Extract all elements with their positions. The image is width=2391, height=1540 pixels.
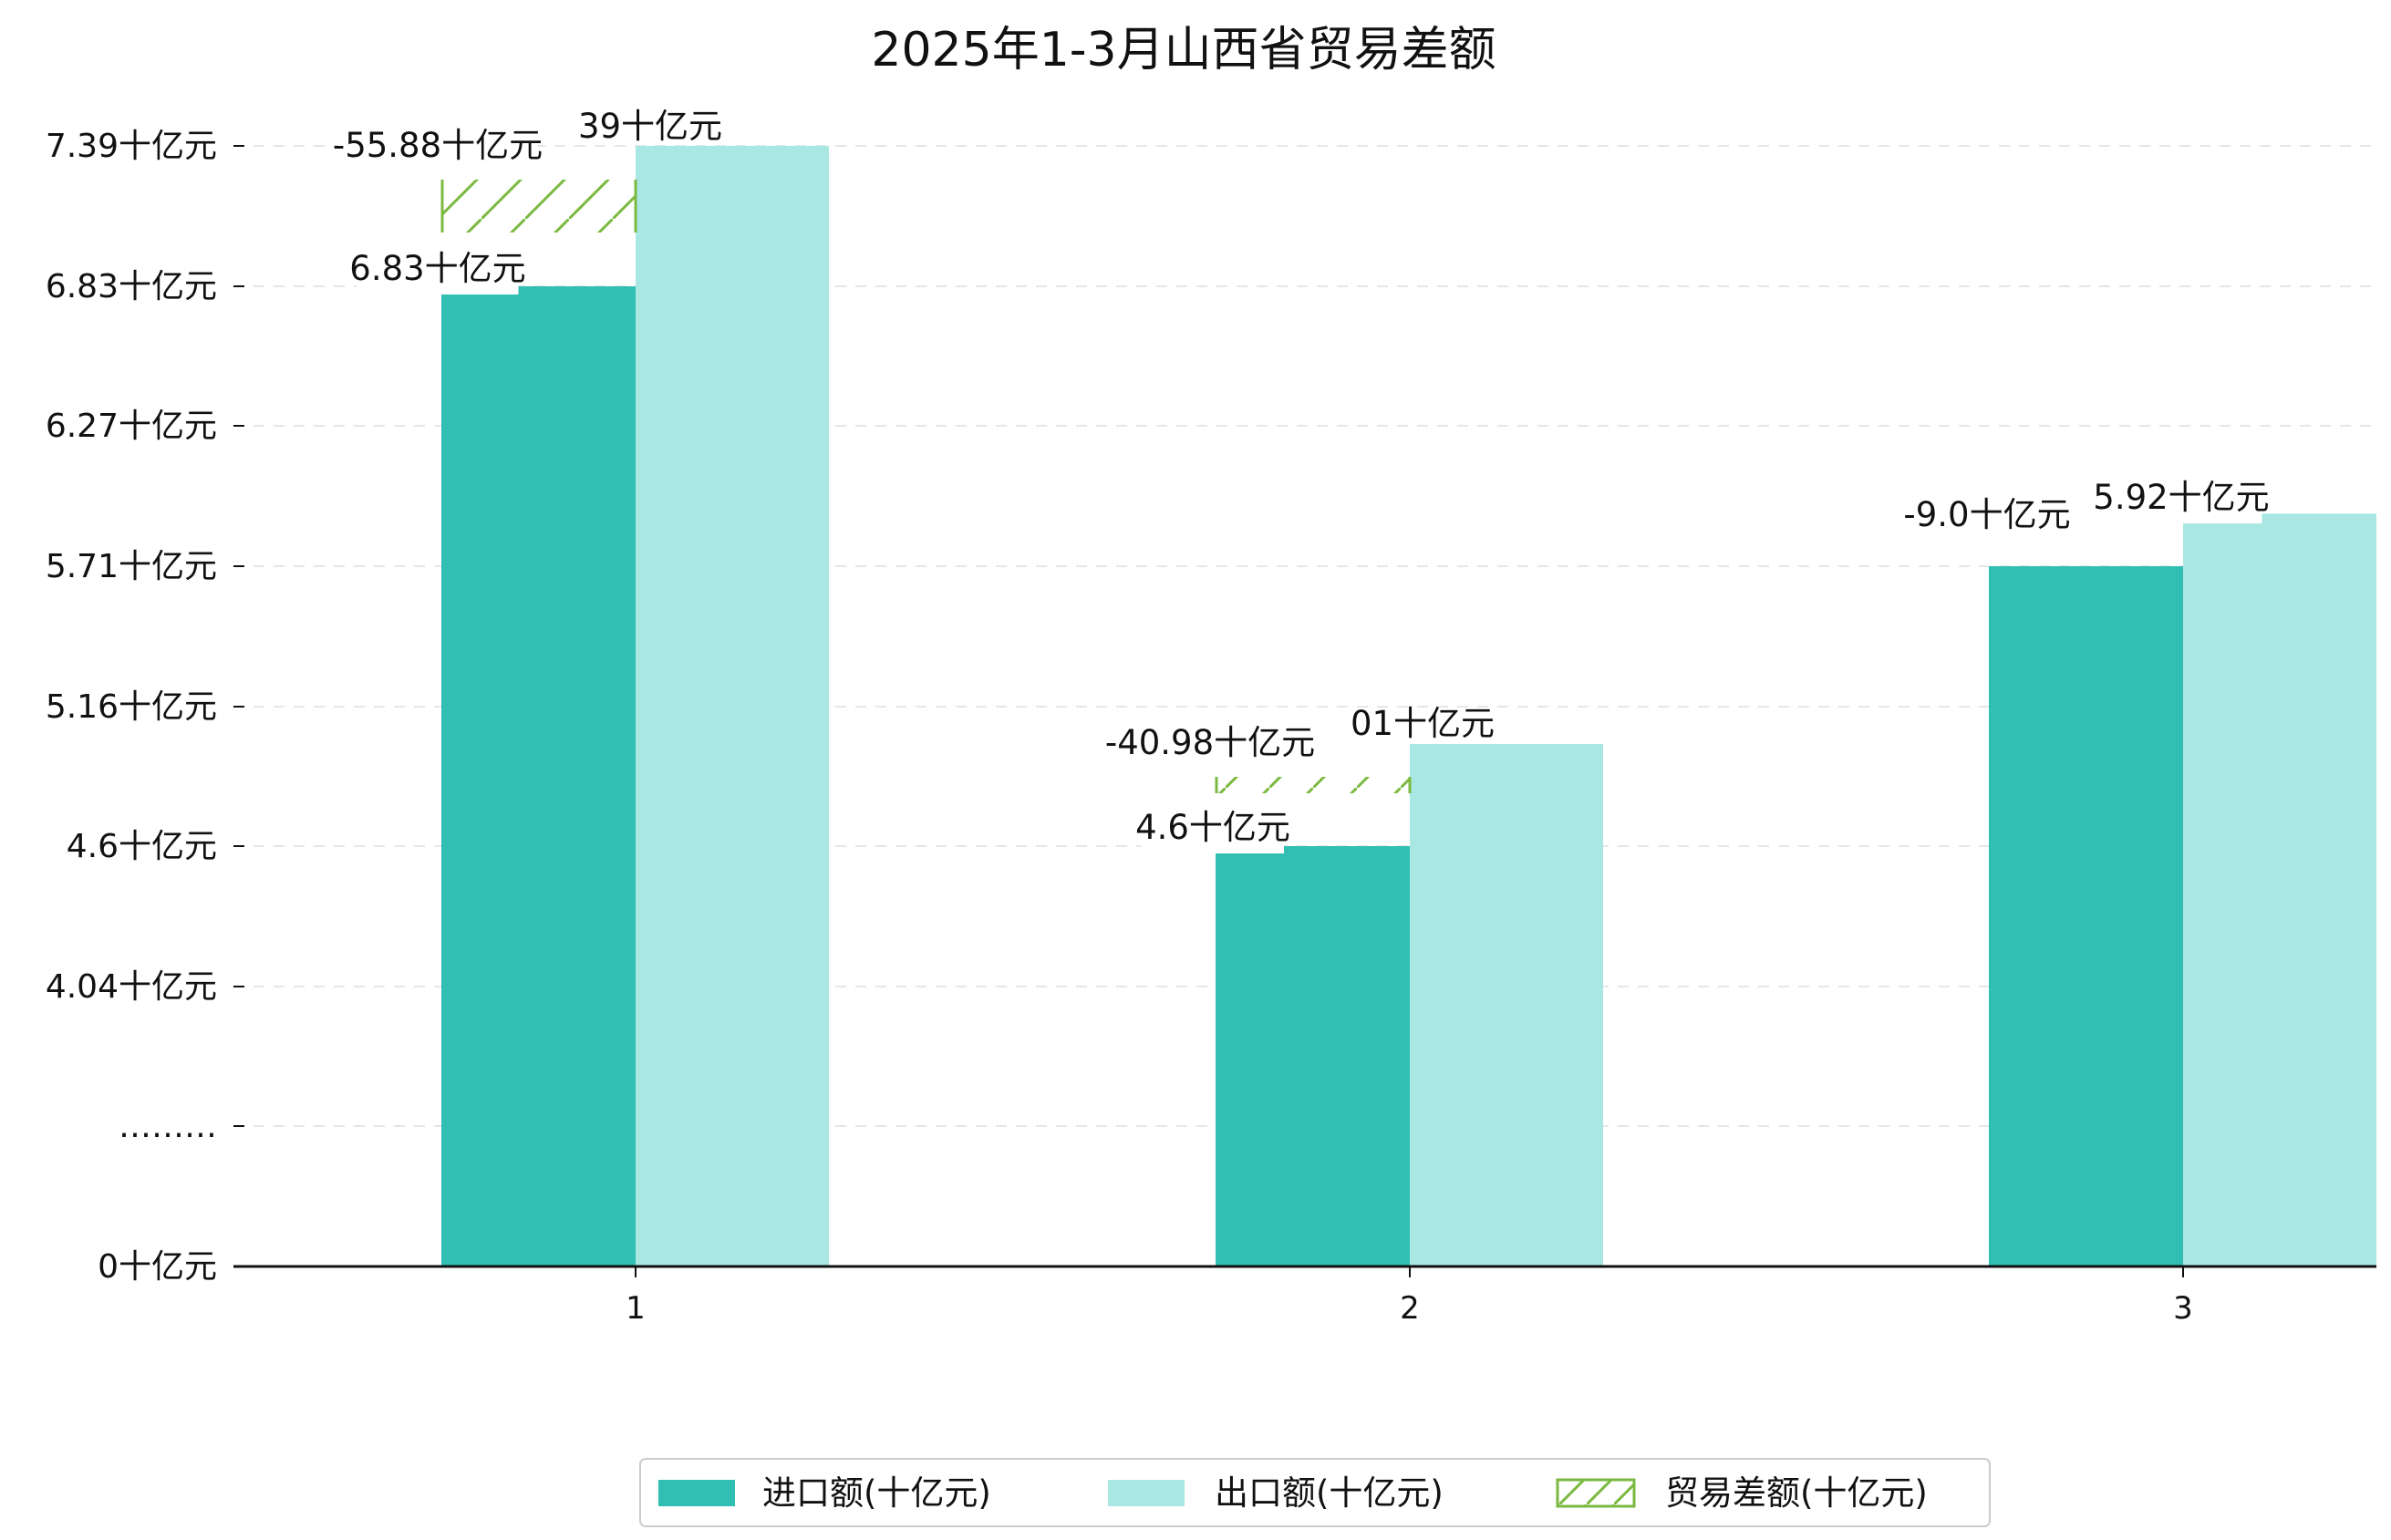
label-import-box: [1906, 493, 2068, 541]
data-labels: 39十亿元 01十亿元 5.92十亿元 -55.88十亿元 -40.98十亿元 6.83十…: [333, 107, 2270, 853]
y-tick-label: 4.6十亿元: [67, 828, 217, 865]
label-import-box: [357, 247, 519, 295]
y-tick-label: 6.27十亿元: [46, 408, 217, 445]
bar-import: [1216, 846, 1410, 1266]
y-tick-label: 5.71十亿元: [46, 548, 217, 585]
x-axis: 1 2 3: [233, 1265, 2376, 1327]
y-tick-label: 5.16十亿元: [46, 688, 217, 726]
legend-swatch-import: [658, 1480, 735, 1506]
y-tick-label: 0十亿元: [98, 1248, 217, 1286]
label-import: -9.0十亿元: [1903, 495, 2070, 534]
label-balance-box: [337, 124, 538, 171]
label-balance: -40.98十亿元: [1105, 723, 1315, 762]
y-axis: 0十亿元 ……… 4.04十亿元 4.6十亿元 5.16十亿元 5.71十亿元 6.27十亿…: [46, 128, 244, 1286]
x-tick-label: 1: [626, 1290, 646, 1327]
label-balance: -55.88十亿元: [333, 126, 543, 165]
x-tick-label: 2: [1400, 1290, 1420, 1327]
bar-export: [1410, 743, 1603, 1266]
label-export-box: [2100, 476, 2262, 523]
legend-label-import: 进口额(十亿元): [762, 1473, 991, 1513]
legend-swatch-export: [1108, 1480, 1185, 1506]
x-tick-label: 3: [2173, 1290, 2193, 1327]
label-export: 5.92十亿元: [2093, 478, 2269, 517]
legend-label-export: 出口额(十亿元): [1215, 1473, 1444, 1513]
label-export: 01十亿元: [1351, 704, 1495, 743]
chart-title: 2025年1-3月山西省贸易差额: [871, 23, 1496, 78]
label-import-box: [1142, 806, 1284, 853]
legend-label-balance: 贸易差额(十亿元): [1665, 1473, 1928, 1513]
balance-hatch: [1216, 777, 1410, 793]
label-balance-box: [1110, 721, 1310, 769]
y-tick-label: ………: [119, 1108, 217, 1145]
legend-frame: [639, 1458, 1991, 1527]
bar-export: [636, 146, 829, 1266]
label-export: 39十亿元: [578, 107, 722, 146]
bar-import: [441, 286, 636, 1266]
label-import: 4.6十亿元: [1135, 808, 1290, 847]
bar-export: [2183, 513, 2376, 1266]
bar-import: [1989, 566, 2183, 1266]
legend: 进口额(十亿元) 出口额(十亿元) 贸易差额(十亿元): [639, 1458, 1991, 1527]
balance-hatch: [442, 180, 636, 233]
bars: [440, 146, 2376, 1266]
y-tick-label: 6.83十亿元: [46, 268, 217, 305]
legend-swatch-balance: [1556, 1478, 1636, 1508]
label-import: 6.83十亿元: [349, 249, 525, 288]
y-tick-label: 7.39十亿元: [46, 128, 217, 165]
y-tick-label: 4.04十亿元: [46, 968, 217, 1006]
